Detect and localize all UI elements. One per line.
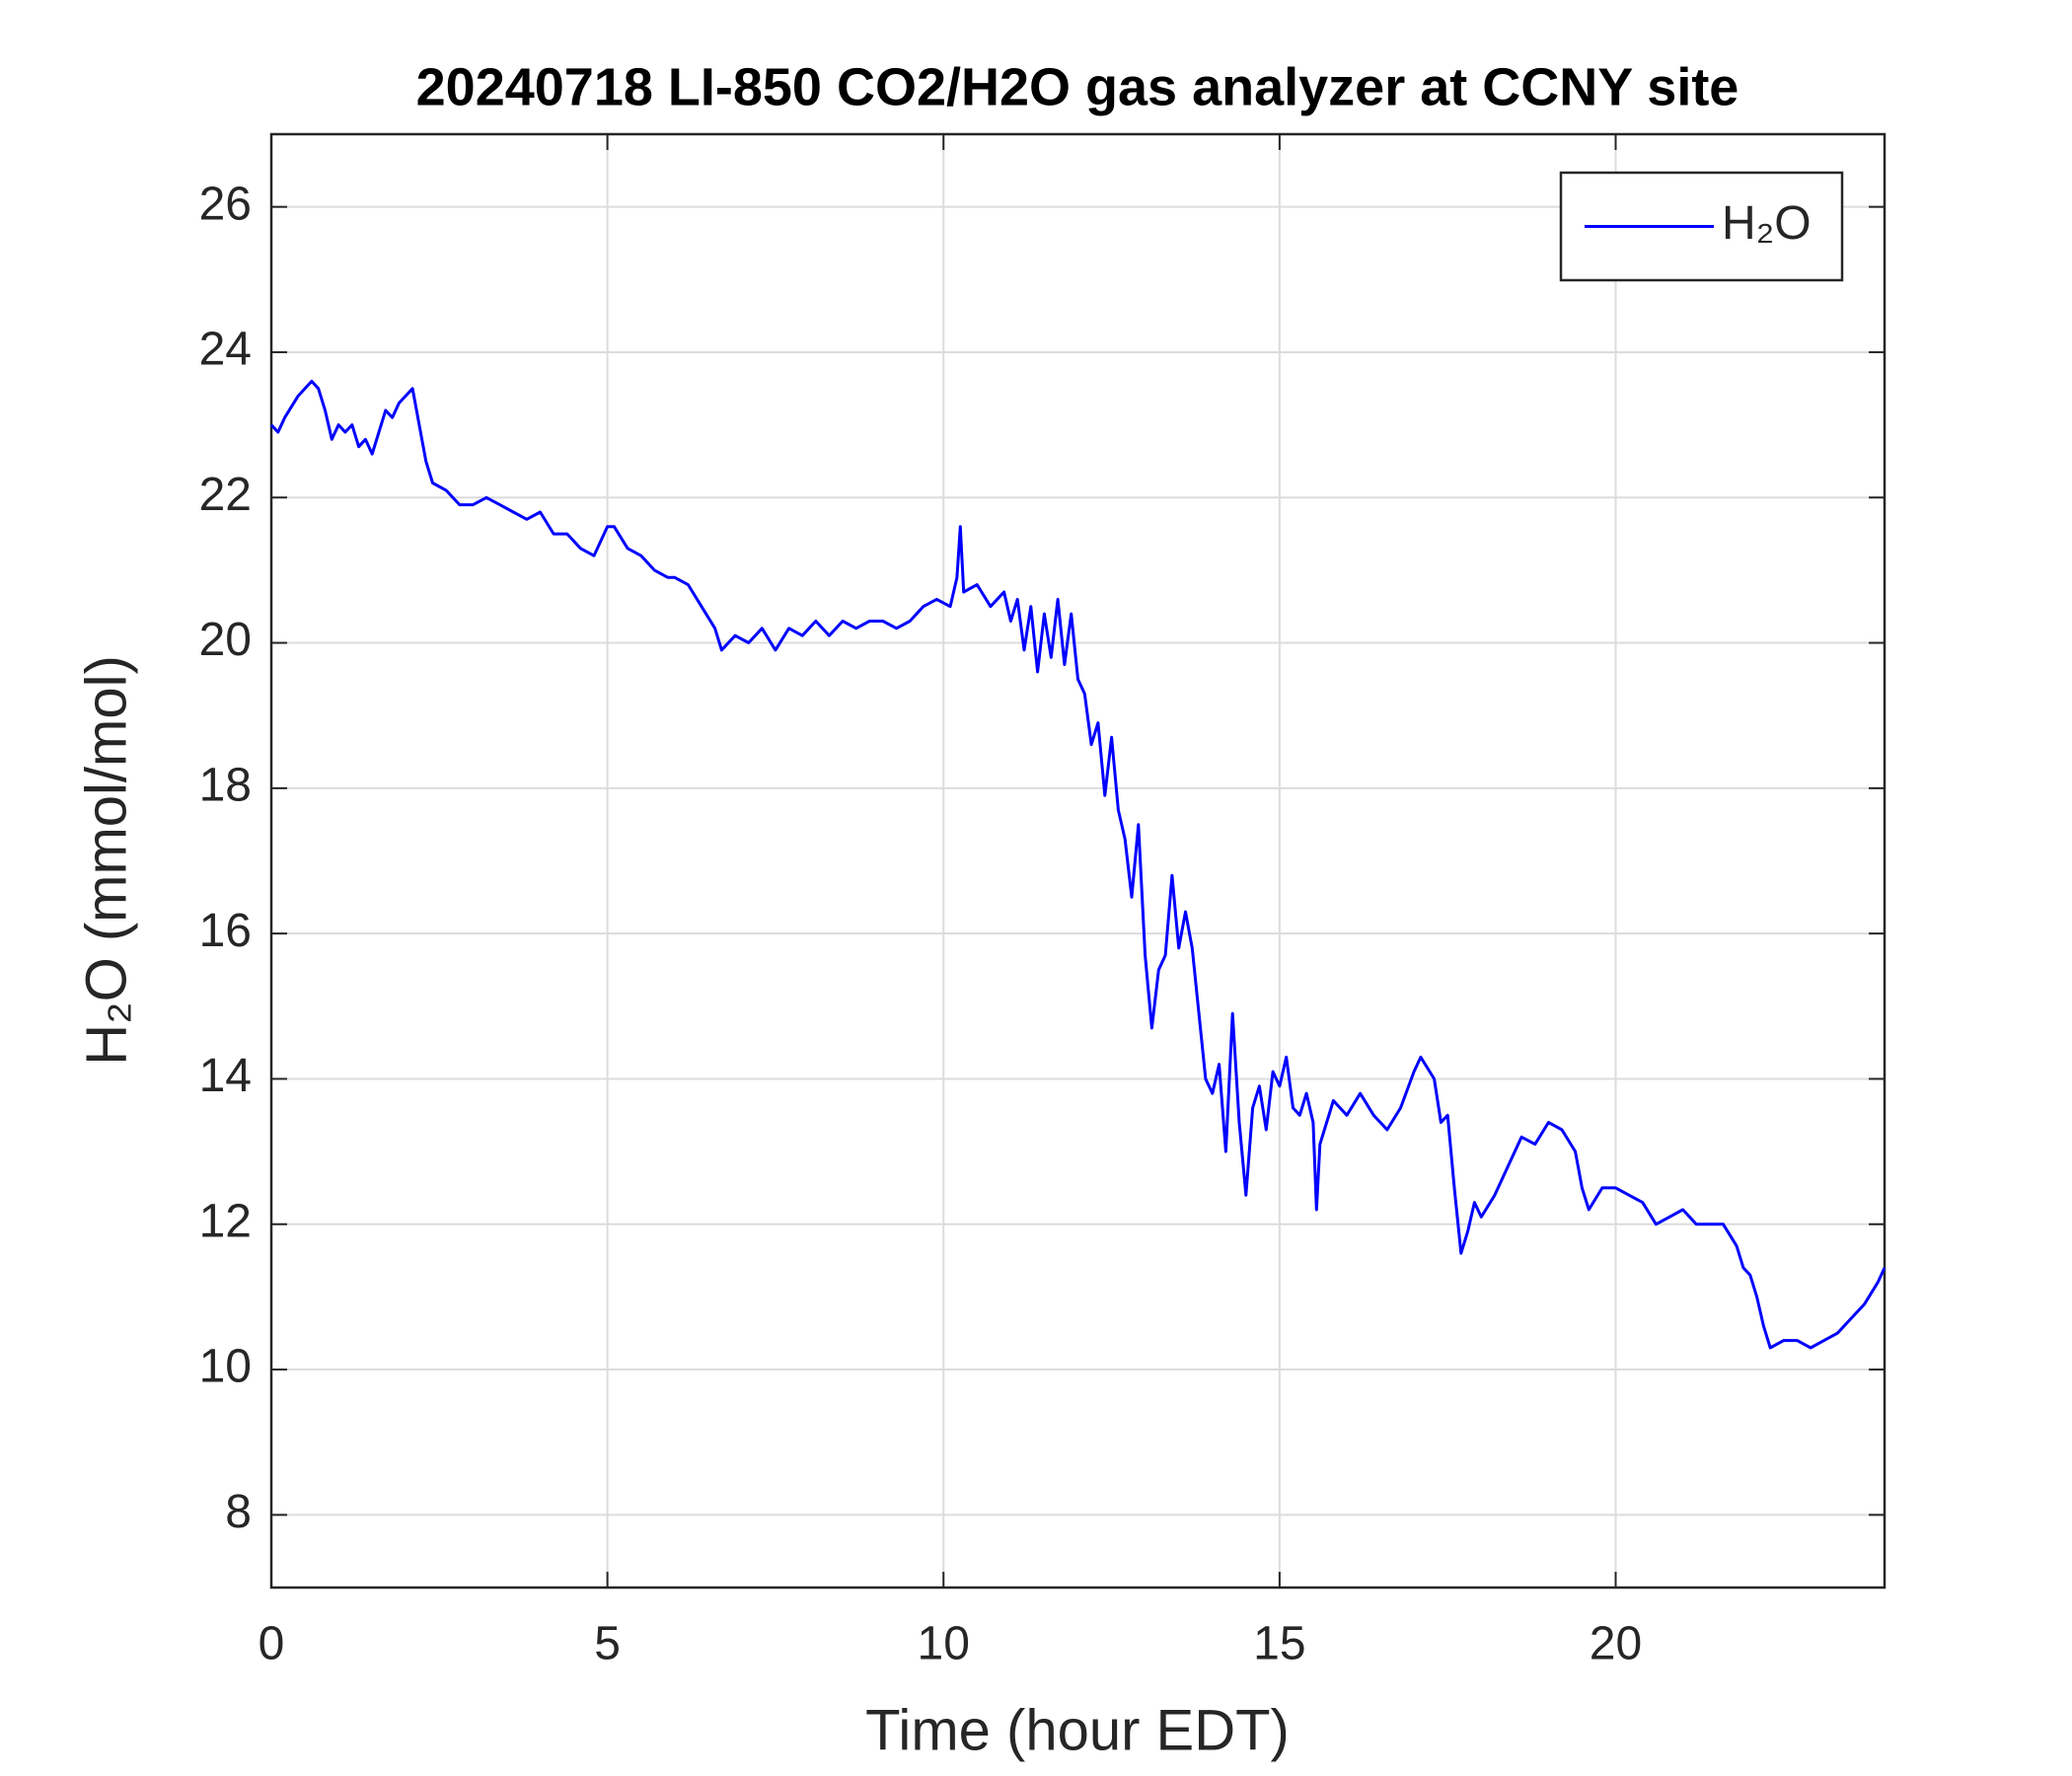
- y-tick-label: 24: [199, 324, 252, 376]
- y-tick-label: 22: [199, 469, 252, 521]
- data-line: [269, 379, 1887, 1350]
- x-tick-label: 20: [1590, 1618, 1642, 1670]
- y-tick-label: 14: [199, 1050, 252, 1102]
- x-tick-label: 15: [1253, 1618, 1305, 1670]
- y-tick-label: 8: [225, 1486, 252, 1538]
- y-tick-label: 20: [199, 614, 252, 666]
- y-tick-label: 18: [199, 760, 252, 812]
- y-tick-label: 12: [199, 1195, 252, 1247]
- y-tick-label: 10: [199, 1341, 252, 1393]
- x-tick-label: 5: [594, 1618, 621, 1670]
- y-axis-label: H₂O (mmol/mol): [74, 655, 138, 1066]
- y-tick-label: 16: [199, 905, 252, 957]
- chart-title: 20240718 LI-850 CO2/H2O gas analyzer at …: [416, 57, 1739, 116]
- x-tick-label: 10: [918, 1618, 970, 1670]
- axes-box: [269, 132, 1887, 1590]
- legend-label: H₂O: [1722, 197, 1812, 250]
- x-tick-label: 0: [259, 1618, 285, 1670]
- legend: H₂O: [1559, 171, 1844, 282]
- x-axis-label: Time (hour EDT): [865, 1698, 1290, 1762]
- y-tick-label: 26: [199, 178, 252, 230]
